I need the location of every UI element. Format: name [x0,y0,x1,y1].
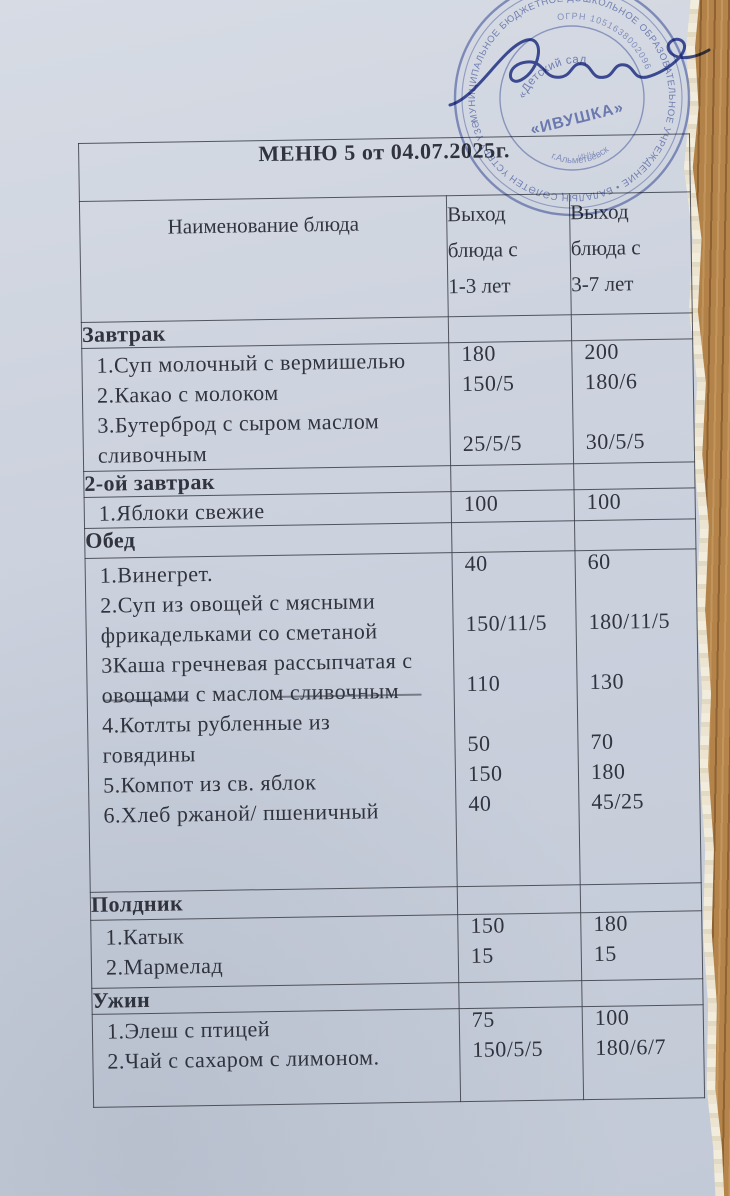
portion-1-3: 100 [463,490,499,516]
menu-table: МЕНЮ 5 от 04.07.2025г. Наименование блюд… [78,133,705,1108]
portion-3-7: 200 [584,338,620,365]
menu-table-grid: МЕНЮ 5 от 04.07.2025г. Наименование блюд… [78,133,705,1108]
portion-3-7: 180/6/7 [595,1033,667,1060]
official-round-stamp-icon: МУНИЦИПАЛЬНОЕ БЮДЖЕТНОЕ ДОШКОЛЬНОЕ ОБРАЗ… [430,0,699,235]
portion-1-3: 40 [468,790,492,816]
portion-3-7 [588,575,694,607]
portion-1-3: 50 [467,730,491,756]
portion-1-3: 150/5/5 [472,1035,544,1062]
handwritten-signature-icon [448,37,711,107]
snack-items-row: 1.Катык 2.Мармелад 150 15 180 15 [90,910,703,989]
portion-1-3: 180 [461,340,497,367]
portion-1-3: 150 [470,912,506,938]
portion-3-7: 100 [586,488,622,515]
portion-3-7: 30/5/5 [585,428,646,455]
dish-name: 1.Суп молочный с вермишелью [96,347,406,378]
portion-3-7: 45/25 [591,788,645,815]
portion-3-7: 15 [593,940,617,966]
column-header-dish: Наименование блюда [79,195,449,323]
portion-3-7: 100 [594,1004,630,1030]
portion-1-3: 110 [466,670,501,696]
portion-1-3: 150/11/5 [465,609,548,636]
stamp-inn: ИНН [577,149,596,162]
portion-3-7 [590,695,696,727]
portion-3-7: 60 [587,548,611,575]
breakfast-items-row: 1.Суп молочный с вермишелью 2.Какао с мо… [81,338,695,472]
portion-1-3: 75 [471,1006,496,1032]
dish-name: сливочным [97,441,208,468]
dinner-items-row: 1.Элеш с птицей 2.Чай с сахаром с лимоно… [92,1004,705,1108]
portion-3-7: 180/11/5 [588,607,671,635]
portion-1-3: 25/5/5 [462,430,523,456]
portion-1-3: 15 [470,942,495,968]
portion-1-3: 150 [467,760,503,786]
portion-3-7 [585,395,691,427]
portion-3-7: 70 [590,728,614,755]
portion-1-3: 150/5 [461,370,515,396]
lunch-items-row: 1.Винегрет. 2.Суп из овощей с мясными фр… [85,548,702,893]
dish-name: 2.Мармелад [105,952,224,980]
dish-name: 2.Чай с сахаром с лимоном. [107,1044,380,1074]
portion-3-7: 130 [589,668,625,695]
portion-1-3 [462,397,570,429]
portion-1-3 [467,697,575,729]
portion-3-7: 180/6 [584,368,638,395]
dish-name: 6.Хлеб ржаной/ пшеничный [103,798,380,828]
portion-1-3 [465,577,573,609]
portion-3-7: 180 [590,758,626,785]
portion-3-7: 180 [593,910,629,937]
portion-3-7 [589,635,695,667]
portion-1-3 [466,637,574,669]
portion-1-3: 40 [464,550,488,576]
